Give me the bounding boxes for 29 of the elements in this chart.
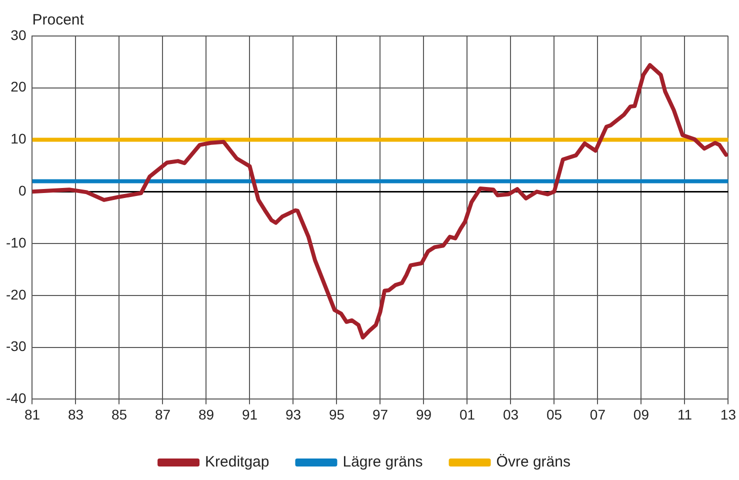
- x-tick-label: 13: [720, 406, 736, 422]
- y-tick-label: 20: [10, 78, 26, 95]
- y-tick-label: 10: [10, 130, 26, 147]
- x-tick-label: 09: [633, 406, 650, 422]
- y-tick-label: -20: [6, 286, 26, 302]
- x-tick-label: 05: [546, 406, 562, 422]
- x-tick-label: 95: [328, 406, 345, 422]
- legend-label: Övre gräns: [496, 454, 570, 471]
- x-tick-label: 99: [416, 406, 432, 422]
- x-tick-label: 83: [68, 406, 84, 422]
- x-tick-label: 11: [677, 406, 692, 422]
- x-tick-label: 87: [154, 406, 171, 422]
- y-tick-label: -30: [6, 338, 26, 354]
- y-tick-label: 30: [10, 26, 26, 43]
- y-tick-label: -40: [6, 390, 26, 406]
- legend-label: Lägre gräns: [342, 454, 423, 471]
- y-tick-label: 0: [18, 182, 26, 199]
- x-tick-label: 85: [111, 406, 128, 422]
- legend-label: Kreditgap: [205, 454, 270, 471]
- x-tick-label: 07: [590, 406, 606, 422]
- y-tick-label: -10: [6, 234, 26, 250]
- x-tick-label: 81: [24, 406, 40, 422]
- x-tick-label: 91: [242, 406, 258, 422]
- x-tick-label: 03: [502, 406, 519, 422]
- x-tick-label: 89: [198, 406, 214, 422]
- y-axis-title: Procent: [32, 12, 85, 29]
- x-tick-label: 93: [285, 406, 302, 422]
- x-tick-label: 97: [372, 406, 388, 422]
- x-tick-label: 01: [459, 406, 476, 422]
